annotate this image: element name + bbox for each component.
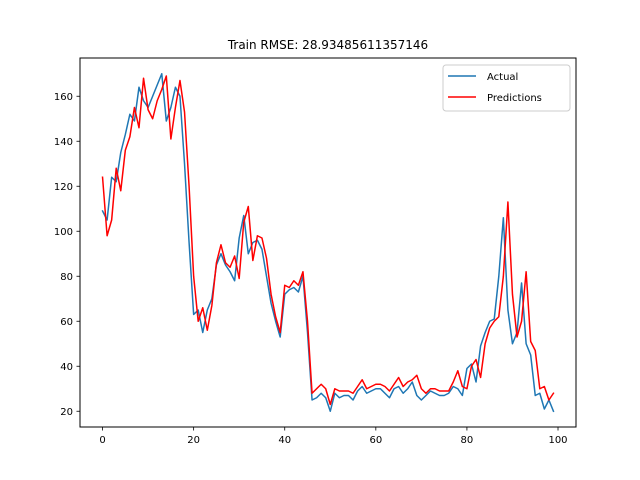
series-line-predictions xyxy=(101,75,555,406)
y-tick-label: 160 xyxy=(54,92,73,103)
series-layer xyxy=(101,73,555,413)
legend-label-predictions: Predictions xyxy=(487,93,542,104)
y-tick-label: 100 xyxy=(54,227,73,238)
y-tick-label: 140 xyxy=(54,137,73,148)
x-tick-label: 80 xyxy=(461,435,474,446)
legend-label-actual: Actual xyxy=(487,72,518,83)
plot-frame xyxy=(79,57,577,428)
y-tick-label: 120 xyxy=(54,182,73,193)
x-tick-label: 40 xyxy=(278,435,291,446)
tick-layer: 0 20 40 60 80 100 20 40 60 80 100 120 140 160 xyxy=(54,92,568,446)
legend: Actual Predictions xyxy=(442,64,571,112)
x-tick-label: 20 xyxy=(187,435,200,446)
x-tick-label: 100 xyxy=(548,435,567,446)
x-tick-label: 0 xyxy=(99,435,105,446)
y-tick-label: 40 xyxy=(60,362,73,373)
y-tick-label: 80 xyxy=(60,272,73,283)
chart-title: Train RMSE: 28.93485611357146 xyxy=(227,38,428,52)
x-tick-label: 60 xyxy=(369,435,382,446)
y-tick-label: 20 xyxy=(60,407,73,418)
y-tick-label: 60 xyxy=(60,317,73,328)
